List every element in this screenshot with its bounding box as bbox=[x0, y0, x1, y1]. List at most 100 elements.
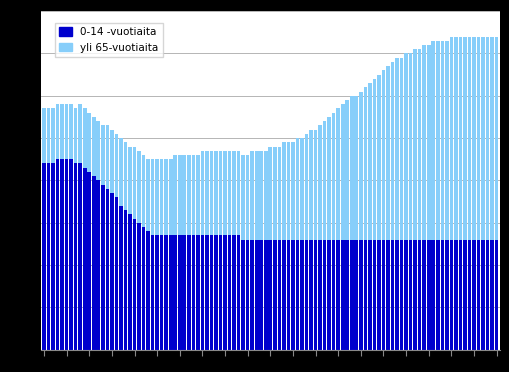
Bar bbox=[313, 129, 317, 240]
Bar bbox=[467, 240, 470, 350]
Bar bbox=[123, 210, 127, 350]
Bar bbox=[200, 235, 204, 350]
Bar bbox=[105, 125, 109, 189]
Bar bbox=[264, 240, 267, 350]
Bar bbox=[458, 240, 461, 350]
Bar bbox=[494, 36, 497, 240]
Bar bbox=[264, 151, 267, 240]
Bar bbox=[168, 159, 172, 235]
Bar bbox=[448, 240, 453, 350]
Bar bbox=[448, 36, 453, 240]
Bar bbox=[494, 240, 497, 350]
Bar bbox=[55, 104, 59, 159]
Bar bbox=[331, 240, 335, 350]
Bar bbox=[254, 151, 258, 240]
Bar bbox=[101, 125, 104, 185]
Bar bbox=[250, 240, 253, 350]
Bar bbox=[209, 151, 213, 235]
Bar bbox=[223, 151, 227, 235]
Bar bbox=[105, 189, 109, 350]
Bar bbox=[272, 147, 276, 240]
Bar bbox=[394, 240, 398, 350]
Bar bbox=[47, 164, 50, 350]
Bar bbox=[277, 240, 280, 350]
Bar bbox=[444, 41, 448, 240]
Bar bbox=[205, 151, 208, 235]
Bar bbox=[340, 104, 344, 240]
Bar bbox=[69, 159, 73, 350]
Bar bbox=[115, 134, 118, 197]
Bar bbox=[232, 235, 236, 350]
Bar bbox=[223, 235, 227, 350]
Bar bbox=[96, 121, 100, 180]
Bar bbox=[354, 96, 357, 240]
Bar bbox=[462, 36, 466, 240]
Bar bbox=[214, 151, 217, 235]
Bar bbox=[128, 214, 131, 350]
Bar bbox=[191, 155, 195, 235]
Bar bbox=[218, 235, 222, 350]
Bar bbox=[322, 240, 326, 350]
Bar bbox=[128, 147, 131, 214]
Bar bbox=[187, 155, 190, 235]
Bar bbox=[336, 109, 340, 240]
Bar bbox=[101, 185, 104, 350]
Bar bbox=[178, 155, 181, 235]
Bar bbox=[132, 147, 136, 218]
Bar bbox=[363, 240, 366, 350]
Bar bbox=[96, 180, 100, 350]
Bar bbox=[250, 151, 253, 240]
Bar bbox=[489, 240, 493, 350]
Bar bbox=[74, 109, 77, 164]
Bar bbox=[404, 54, 407, 240]
Bar bbox=[254, 240, 258, 350]
Bar bbox=[372, 240, 376, 350]
Bar bbox=[431, 240, 434, 350]
Bar bbox=[435, 240, 439, 350]
Bar bbox=[87, 113, 91, 172]
Bar bbox=[480, 240, 484, 350]
Bar bbox=[195, 235, 200, 350]
Bar bbox=[381, 70, 384, 240]
Bar bbox=[119, 138, 123, 206]
Bar bbox=[142, 227, 145, 350]
Bar bbox=[155, 235, 159, 350]
Bar bbox=[92, 117, 95, 176]
Bar bbox=[440, 41, 443, 240]
Bar bbox=[295, 240, 299, 350]
Bar bbox=[322, 121, 326, 240]
Bar bbox=[286, 240, 290, 350]
Bar bbox=[381, 240, 384, 350]
Bar bbox=[462, 240, 466, 350]
Bar bbox=[308, 240, 312, 350]
Bar bbox=[308, 129, 312, 240]
Bar bbox=[277, 147, 280, 240]
Bar bbox=[236, 235, 240, 350]
Bar bbox=[399, 58, 403, 240]
Bar bbox=[476, 36, 479, 240]
Bar bbox=[336, 240, 340, 350]
Bar bbox=[259, 151, 263, 240]
Bar bbox=[345, 100, 348, 240]
Bar bbox=[340, 240, 344, 350]
Bar bbox=[87, 172, 91, 350]
Bar bbox=[110, 193, 114, 350]
Bar bbox=[173, 155, 177, 235]
Bar bbox=[345, 240, 348, 350]
Bar bbox=[435, 41, 439, 240]
Bar bbox=[78, 164, 82, 350]
Bar bbox=[268, 147, 272, 240]
Bar bbox=[60, 104, 64, 159]
Bar bbox=[173, 235, 177, 350]
Bar bbox=[259, 240, 263, 350]
Bar bbox=[489, 36, 493, 240]
Bar bbox=[65, 159, 68, 350]
Bar bbox=[151, 159, 154, 235]
Bar bbox=[295, 138, 299, 240]
Bar bbox=[480, 36, 484, 240]
Bar bbox=[485, 240, 489, 350]
Bar bbox=[467, 36, 470, 240]
Bar bbox=[241, 240, 244, 350]
Bar bbox=[119, 206, 123, 350]
Bar bbox=[372, 79, 376, 240]
